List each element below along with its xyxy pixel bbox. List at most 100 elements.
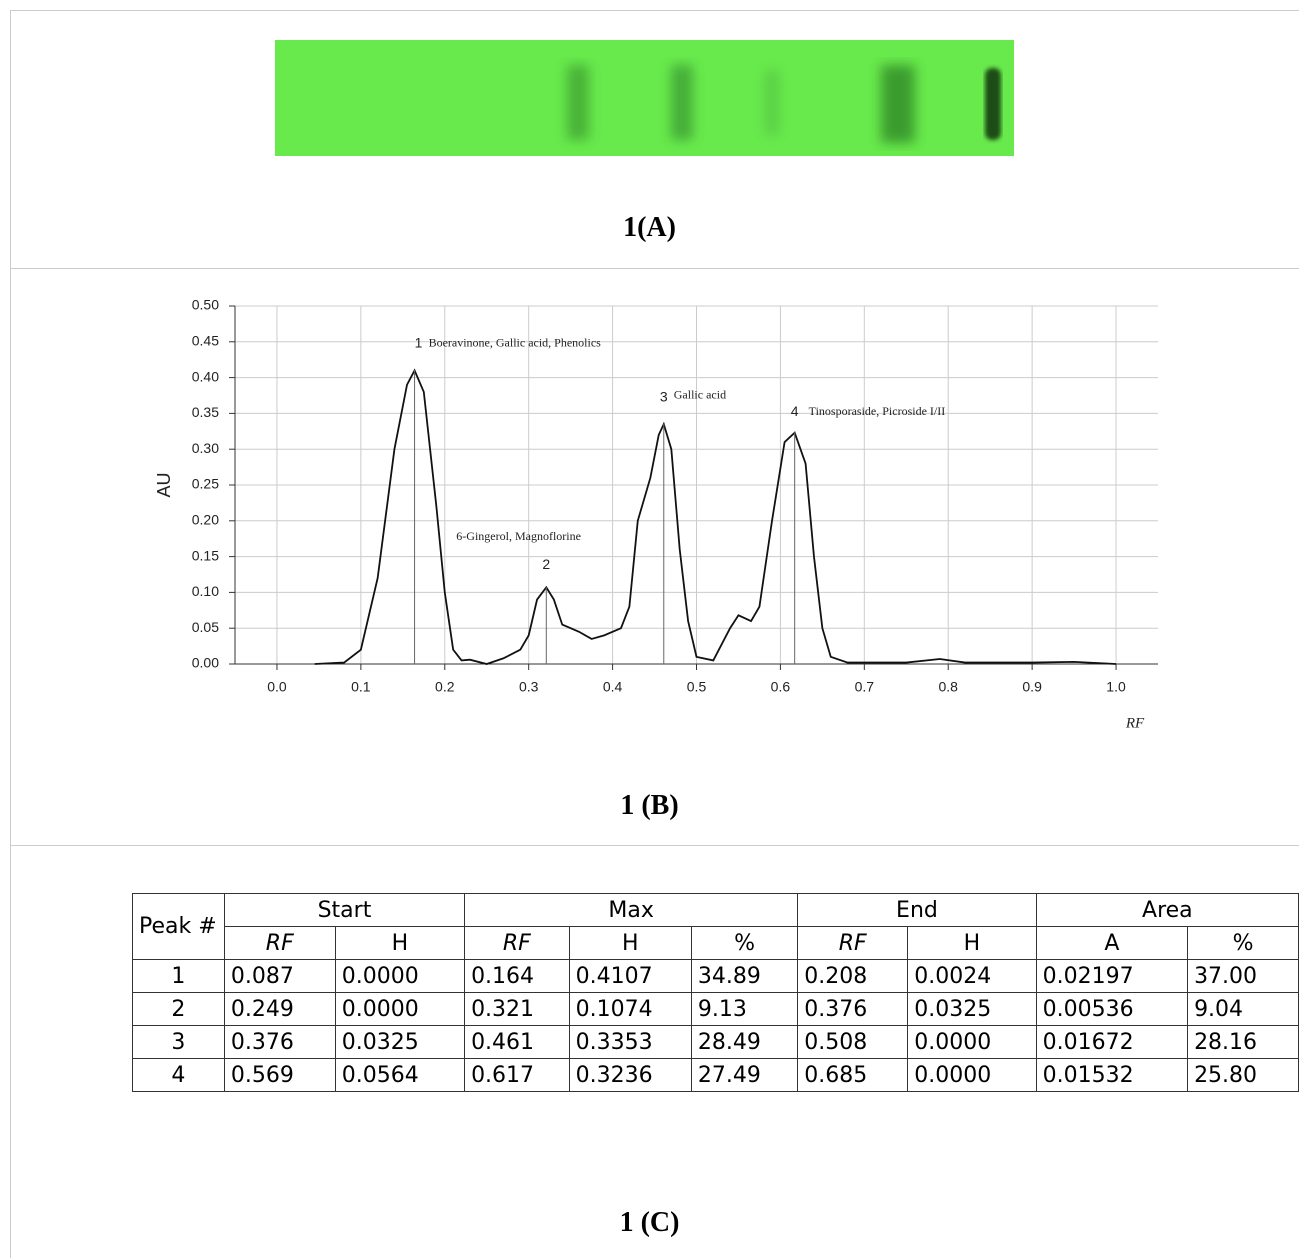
table-cell: 2: [133, 993, 225, 1026]
table-cell: 28.16: [1188, 1026, 1299, 1059]
table-cell: 0.087: [224, 960, 335, 993]
table-cell: 4: [133, 1059, 225, 1092]
table-cell: 0.4107: [569, 960, 691, 993]
table-cell: 0.376: [224, 1026, 335, 1059]
y-tick-label: 0.40: [192, 368, 219, 384]
table-cell: 3: [133, 1026, 225, 1059]
divider: [10, 845, 1299, 846]
table-cell: 27.49: [691, 1059, 797, 1092]
x-tick-label: 0.1: [351, 679, 371, 695]
y-tick-label: 0.25: [192, 476, 219, 492]
table-cell: 0.376: [798, 993, 908, 1026]
peak-number: 2: [542, 556, 550, 572]
x-tick-label: 0.5: [687, 679, 707, 695]
panel-label: 1 (B): [0, 790, 1299, 822]
table-cell: 0.0000: [335, 993, 464, 1026]
table-cell: 0.249: [224, 993, 335, 1026]
curve: [315, 370, 1116, 664]
table-cell: %: [691, 927, 797, 960]
table-cell: Peak #: [133, 894, 225, 960]
table-cell: 0.0325: [908, 993, 1036, 1026]
x-tick-label: 0.2: [435, 679, 455, 695]
table-cell: 0.208: [798, 960, 908, 993]
table-cell: 0.508: [798, 1026, 908, 1059]
x-tick-label: 0.7: [855, 679, 875, 695]
table-cell: 0.321: [465, 993, 570, 1026]
chart: 0.00 0.05 0.10 0.15 0.20 0.25 0.30 0.35 0.40 0.45…: [0, 280, 1299, 750]
table-cell: RF: [465, 927, 570, 960]
y-tick-label: 0.30: [192, 440, 219, 456]
table-cell: %: [1188, 927, 1299, 960]
panel-label: 1(A): [0, 212, 1299, 244]
table-cell: 0.00536: [1036, 993, 1187, 1026]
x-tick-label: 0.4: [603, 679, 623, 695]
table-cell: 0.1074: [569, 993, 691, 1026]
table-cell: Max: [465, 894, 798, 927]
table-cell: 0.0000: [908, 1059, 1036, 1092]
peak-annotation: Gallic acid: [674, 388, 726, 402]
table-cell: 28.49: [691, 1026, 797, 1059]
table-cell: A: [1036, 927, 1187, 960]
peak-annotation: Boeravinone, Gallic acid, Phenolics: [429, 336, 602, 350]
table-cell: 0.461: [465, 1026, 570, 1059]
table-cell: 34.89: [691, 960, 797, 993]
x-tick-label: 0.6: [771, 679, 791, 695]
page: 1(A) 0.00 0.05 0.10 0.15 0.20 0.25 0.30 0.35 0.4…: [0, 0, 1299, 1258]
divider: [10, 268, 1299, 269]
table-cell: H: [569, 927, 691, 960]
peak-annotation: Tinosporaside, Picroside I/II: [809, 404, 946, 418]
table-cell: RF: [798, 927, 908, 960]
table-cell: 1: [133, 960, 225, 993]
table-cell: 9.04: [1188, 993, 1299, 1026]
table-cell: 0.164: [465, 960, 570, 993]
table-cell: 0.617: [465, 1059, 570, 1092]
table-cell: 0.01532: [1036, 1059, 1187, 1092]
table-cell: 0.01672: [1036, 1026, 1187, 1059]
x-tick-label: 1.0: [1106, 679, 1126, 695]
y-tick-label: 0.15: [192, 547, 219, 563]
table-cell: 0.685: [798, 1059, 908, 1092]
table-cell: 9.13: [691, 993, 797, 1026]
table-cell: Area: [1036, 894, 1298, 927]
x-tick-label: 0.0: [267, 679, 287, 695]
table-cell: 0.0000: [908, 1026, 1036, 1059]
x-axis-label: RF: [1125, 715, 1145, 731]
table-cell: H: [908, 927, 1036, 960]
table-cell: 0.0000: [335, 960, 464, 993]
table-cell: RF: [224, 927, 335, 960]
peak-annotation: 6-Gingerol, Magnoflorine: [456, 529, 581, 543]
table-cell: 0.3236: [569, 1059, 691, 1092]
peak-number: 1: [415, 335, 423, 351]
peak-number: 3: [660, 389, 668, 405]
panel-label: 1 (C): [0, 1207, 1299, 1239]
x-tick-label: 0.9: [1022, 679, 1042, 695]
y-tick-label: 0.10: [192, 583, 219, 599]
table-cell: 0.0325: [335, 1026, 464, 1059]
table-cell: 0.3353: [569, 1026, 691, 1059]
y-tick-label: 0.45: [192, 333, 219, 349]
table-cell: 0.0024: [908, 960, 1036, 993]
y-tick-label: 0.05: [192, 619, 219, 635]
table-cell: 25.80: [1188, 1059, 1299, 1092]
y-tick-label: 0.50: [192, 297, 219, 313]
y-tick-label: 0.00: [192, 655, 219, 671]
table-cell: Start: [224, 894, 464, 927]
table-cell: 0.02197: [1036, 960, 1187, 993]
table-cell: 0.0564: [335, 1059, 464, 1092]
table-cell: 37.00: [1188, 960, 1299, 993]
table-cell: 0.569: [224, 1059, 335, 1092]
peak-number: 4: [791, 403, 799, 419]
y-tick-label: 0.20: [192, 512, 219, 528]
x-tick-label: 0.8: [938, 679, 958, 695]
y-tick-label: 0.35: [192, 404, 219, 420]
divider: [10, 10, 1299, 11]
tlc-plate: [275, 40, 1014, 156]
y-axis-label: AU: [154, 472, 174, 497]
